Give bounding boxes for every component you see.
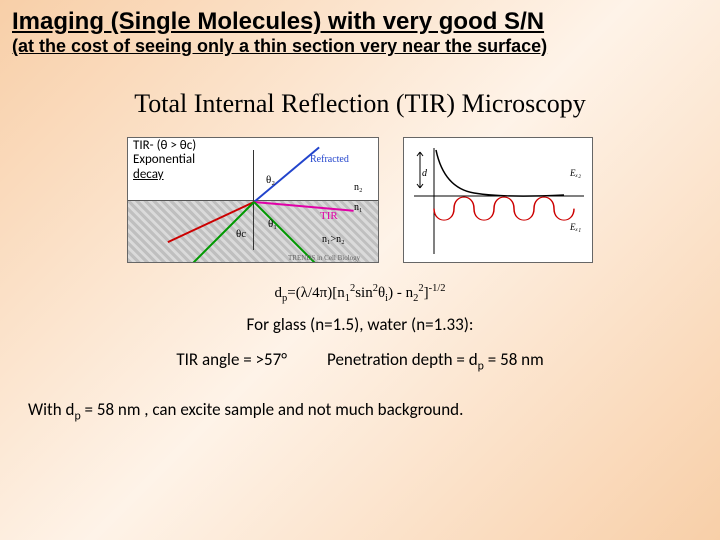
decay-svg <box>404 138 593 263</box>
diagram-label: TIR <box>320 210 338 222</box>
diagram-label: θ₂ <box>266 174 275 186</box>
diagram-label: TRENDS in Cell Biology <box>288 254 360 262</box>
figure-left-caption: TIR- (θ > θc) Exponential decay <box>131 139 198 182</box>
diagram-label: n₂ <box>354 182 363 193</box>
fig-left-label-line3: decay <box>133 167 164 182</box>
section-heading: Total Internal Reflection (TIR) Microsco… <box>0 89 720 119</box>
diagram-label: θ₁ <box>268 218 277 230</box>
plot-label: d <box>422 168 427 179</box>
diagram-label: θc <box>236 228 246 240</box>
conclusion-line: With dp = 58 nm , can excite sample and … <box>0 399 720 423</box>
fig-left-label-line1: TIR- (θ > θc) <box>133 138 196 153</box>
penetration-depth-value: Penetration depth = dp = 58 nm <box>327 349 544 373</box>
evanescent-decay-plot: Eₓ₂ Eₓ₁ d <box>403 137 593 263</box>
page-subtitle: (at the cost of seeing only a thin secti… <box>0 36 720 61</box>
glass-water-note: For glass (n=1.5), water (n=1.33): <box>0 314 720 335</box>
figures-row: TIR- (θ > θc) Exponential decay Refracte… <box>0 137 720 263</box>
plot-label: Eₓ₁ <box>570 222 581 232</box>
diagram-label: n₁>n₂ <box>322 234 345 245</box>
plot-label: Eₓ₂ <box>570 168 581 178</box>
diagram-label: n₁ <box>354 202 363 213</box>
diagram-label: Refracted <box>310 154 349 165</box>
figure-left-wrap: TIR- (θ > θc) Exponential decay Refracte… <box>127 137 379 263</box>
values-row: TIR angle = >57° Penetration depth = dp … <box>0 349 720 373</box>
fig-left-label-line2: Exponential <box>133 152 195 167</box>
penetration-depth-formula: dp=(λ/4π)[n12sin2θi) - n22]-1/2 <box>0 283 720 304</box>
page-title: Imaging (Single Molecules) with very goo… <box>0 0 720 36</box>
tir-angle-value: TIR angle = >57° <box>176 349 287 373</box>
